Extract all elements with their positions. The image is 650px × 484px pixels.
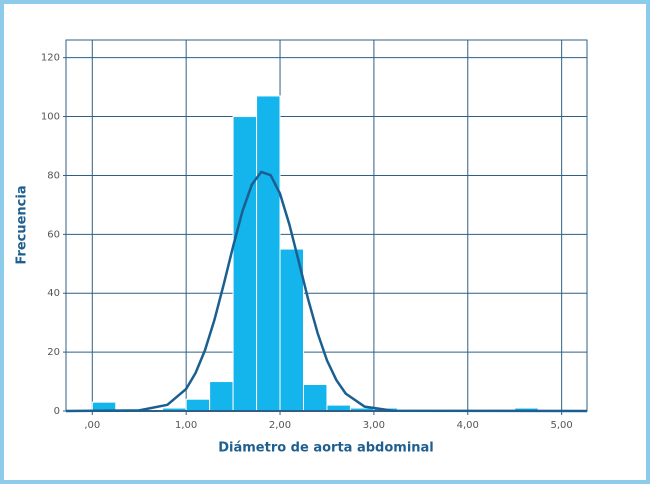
bar (279, 248, 305, 412)
x-tick-label: ,00 (84, 420, 100, 431)
x-tick-label: 2,00 (269, 420, 291, 431)
bar (185, 398, 211, 412)
x-tick-label: 5,00 (551, 420, 573, 431)
y-axis-title: Frecuencia (15, 185, 30, 264)
bar (232, 116, 258, 412)
x-tick-label: 1,00 (175, 420, 197, 431)
y-tick-label: 80 (47, 170, 60, 181)
x-axis-title: Diámetro de aorta abdominal (218, 441, 434, 456)
plot-area (65, 39, 588, 412)
y-tick-label: 0 (54, 406, 60, 417)
bar (209, 381, 234, 412)
y-tick-label: 120 (41, 53, 60, 64)
y-tick-label: 20 (47, 347, 60, 358)
y-tick-label: 60 (47, 229, 60, 240)
bar (303, 384, 328, 412)
normal-curve (65, 170, 588, 413)
x-tick-label: 3,00 (363, 420, 385, 431)
y-tick-label: 100 (41, 112, 60, 123)
y-tick-label: 40 (47, 288, 60, 299)
x-tick-label: 4,00 (457, 420, 479, 431)
bar (256, 95, 281, 412)
